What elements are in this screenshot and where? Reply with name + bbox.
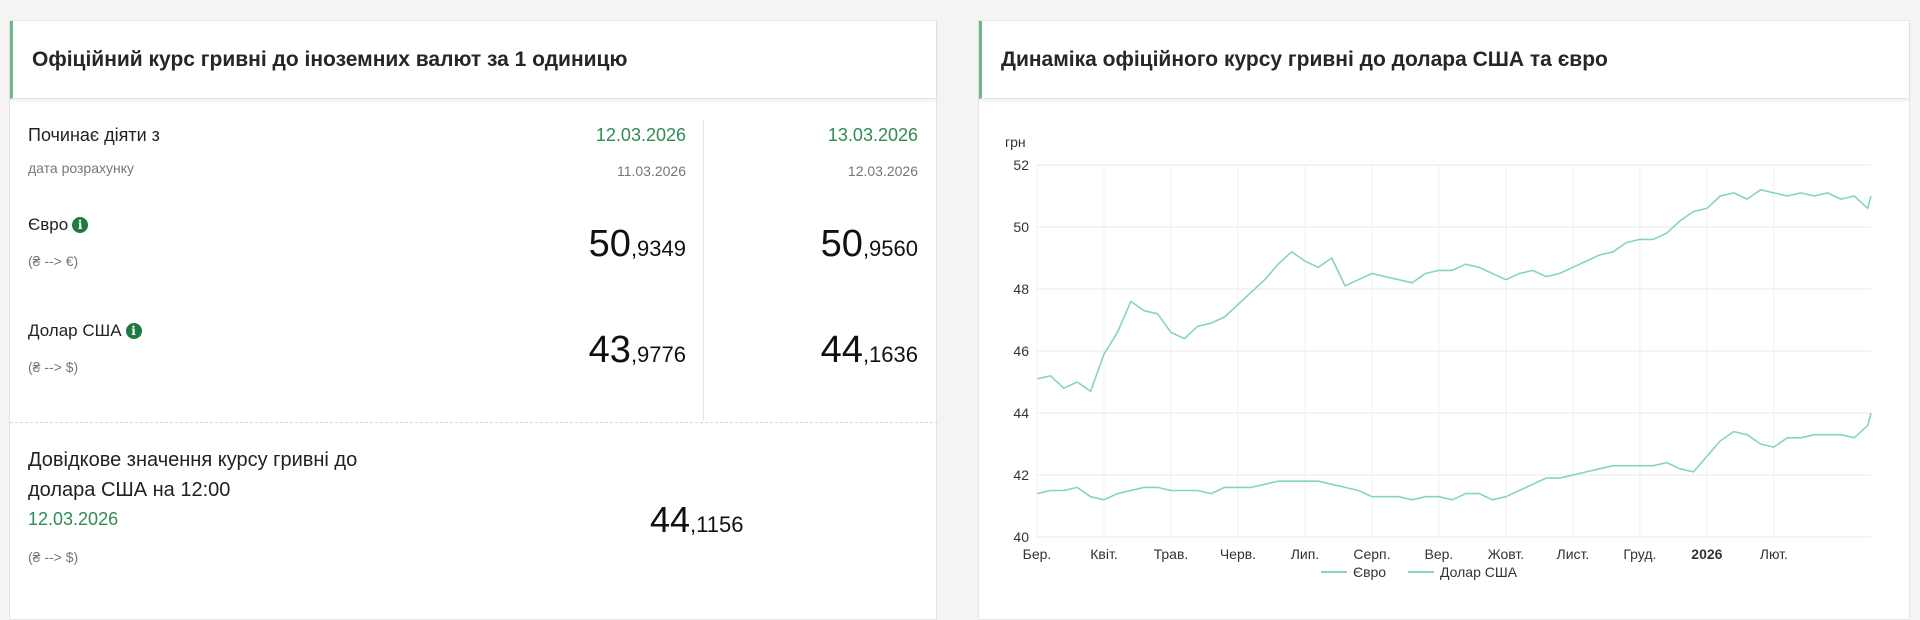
euro-rate-col1-frac: ,9349 [630, 236, 686, 261]
col1-effective-date: 12.03.2026 [595, 125, 686, 145]
info-icon[interactable]: i [72, 217, 89, 233]
y-axis-label: грн [1005, 134, 1026, 150]
legend-item: Євро [1353, 564, 1386, 580]
series-line-euro [1036, 189, 1872, 393]
euro-name: Євро [28, 215, 69, 234]
euro-label: Євро i [28, 215, 89, 235]
col1-calc-date: 11.03.2026 [616, 163, 686, 179]
col2-effective-date: 13.03.2026 [827, 125, 918, 145]
y-tick-label: 44 [1013, 405, 1029, 421]
rate-dynamics-title: Динаміка офіційного курсу гривні до дола… [979, 21, 1909, 99]
reference-rate: 44,1156 [650, 499, 743, 541]
section-divider [10, 422, 938, 423]
usd-label: Долар США i [28, 321, 142, 341]
legend-item: Долар США [1440, 564, 1518, 580]
usd-rate-col1-int: 43 [588, 329, 631, 371]
x-tick-label: 2026 [1691, 546, 1722, 562]
x-tick-label: Жовт. [1488, 546, 1524, 562]
series-line-usd [1036, 412, 1872, 501]
usd-rate-col2-frac: ,1636 [862, 342, 918, 367]
reference-line2: долара США на 12:00 [28, 479, 231, 501]
euro-rate-col1-int: 50 [588, 223, 631, 265]
col2-calc-date: 12.03.2026 [847, 163, 918, 179]
y-tick-label: 46 [1013, 343, 1029, 359]
rate-dynamics-panel: Динаміка офіційного курсу гривні до дола… [978, 20, 1910, 620]
x-tick-label: Черв. [1220, 546, 1256, 562]
usd-rate-col1-frac: ,9776 [630, 342, 686, 367]
usd-rate-col2: 44,1636 [821, 329, 918, 372]
euro-rate-col2-frac: ,9560 [862, 236, 918, 261]
calc-date-label: дата розрахунку [28, 160, 134, 176]
y-tick-label: 50 [1013, 219, 1029, 235]
euro-rate-col2-int: 50 [820, 223, 863, 265]
usd-conversion: (₴ --> $) [28, 359, 79, 375]
usd-name: Долар США [28, 321, 122, 340]
x-tick-label: Серп. [1353, 546, 1390, 562]
reference-line1: Довідкове значення курсу гривні до [28, 449, 358, 471]
column-divider [703, 121, 704, 421]
x-tick-label: Трав. [1154, 546, 1189, 562]
y-tick-label: 40 [1013, 529, 1029, 545]
reference-rate-frac: ,1156 [690, 512, 744, 537]
usd-rate-col1: 43,9776 [589, 329, 686, 372]
euro-rate-col1: 50,9349 [589, 223, 686, 266]
info-icon[interactable]: i [125, 323, 142, 339]
official-rates-panel: Офіційний курс гривні до іноземних валют… [9, 20, 938, 620]
reference-conversion: (₴ --> $) [28, 549, 79, 565]
y-tick-label: 42 [1013, 467, 1029, 483]
x-tick-label: Бер. [1023, 546, 1052, 562]
x-tick-label: Квіт. [1090, 546, 1117, 562]
x-tick-label: Лют. [1760, 546, 1788, 562]
x-tick-label: Вер. [1425, 546, 1454, 562]
euro-rate-col2: 50,9560 [821, 223, 918, 266]
rate-dynamics-chart: 40 42 44 46 48 50 52 Бер. Квіт. Трав. Черв. Лип. Сер… [1005, 134, 1872, 580]
x-tick-label: Груд. [1623, 546, 1656, 562]
euro-conversion: (₴ --> €) [28, 253, 79, 269]
reference-date: 12.03.2026 [28, 509, 119, 529]
effective-from-label: Починає діяти з [28, 125, 160, 145]
reference-rate-int: 44 [650, 499, 691, 540]
y-tick-label: 52 [1013, 157, 1029, 173]
usd-rate-col2-int: 44 [820, 329, 863, 371]
x-tick-label: Лист. [1557, 546, 1590, 562]
x-tick-label: Лип. [1291, 546, 1319, 562]
y-tick-label: 48 [1013, 281, 1029, 297]
official-rates-title: Офіційний курс гривні до іноземних валют… [10, 21, 936, 99]
